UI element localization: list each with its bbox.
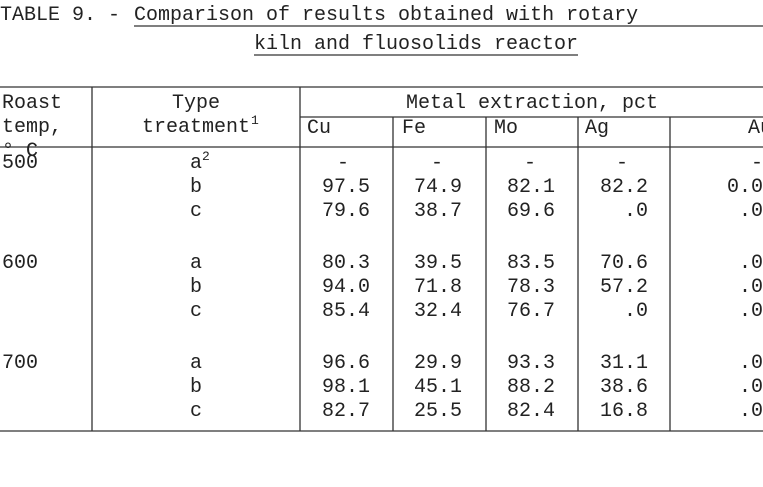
- value-cell: 38.6: [600, 376, 648, 399]
- value-cell: 97.5: [322, 176, 370, 199]
- metal-header: Mo: [494, 117, 518, 140]
- value-cell: -: [751, 152, 763, 175]
- value-cell: 96.6: [322, 352, 370, 375]
- type-cell: b: [190, 276, 202, 299]
- value-cell: .0: [624, 300, 648, 323]
- value-cell: 82.7: [322, 400, 370, 423]
- value-cell: 25.5: [414, 400, 462, 423]
- value-cell: 98.1: [322, 376, 370, 399]
- value-cell: 93.3: [507, 352, 555, 375]
- value-cell: 94.0: [322, 276, 370, 299]
- header-cell: treatment: [142, 116, 250, 139]
- value-cell: 71.8: [414, 276, 462, 299]
- value-cell: -: [337, 152, 349, 175]
- footnote-marker: 2: [202, 149, 210, 164]
- type-cell: b: [190, 376, 202, 399]
- value-cell: 82.2: [600, 176, 648, 199]
- value-cell: 78.3: [507, 276, 555, 299]
- header-cell: ° C: [2, 140, 38, 163]
- group-header: Metal extraction, pct: [406, 92, 658, 115]
- value-cell: 39.5: [414, 252, 462, 275]
- value-cell: .0: [739, 376, 763, 399]
- value-cell: 88.2: [507, 376, 555, 399]
- value-cell: 85.4: [322, 300, 370, 323]
- value-cell: 31.1: [600, 352, 648, 375]
- value-cell: 38.7: [414, 200, 462, 223]
- type-cell: c: [190, 400, 202, 423]
- type-cell: a: [190, 252, 202, 275]
- temp-cell: 700: [2, 352, 38, 375]
- value-cell: 57.2: [600, 276, 648, 299]
- value-cell: .0: [739, 400, 763, 423]
- value-cell: 29.9: [414, 352, 462, 375]
- value-cell: 32.4: [414, 300, 462, 323]
- type-cell: c: [190, 200, 202, 223]
- value-cell: .0: [739, 352, 763, 375]
- value-cell: .0: [624, 200, 648, 223]
- table-label: TABLE 9. -: [0, 4, 120, 27]
- metal-header: Ag: [585, 117, 609, 140]
- metal-header: Au: [748, 117, 763, 140]
- value-cell: -: [431, 152, 443, 175]
- title-line: Comparison of results obtained with rota…: [134, 4, 638, 27]
- header-cell: Roast: [2, 92, 62, 115]
- value-cell: .0: [739, 276, 763, 299]
- value-cell: 74.9: [414, 176, 462, 199]
- metal-header: Cu: [307, 117, 331, 140]
- value-cell: 70.6: [600, 252, 648, 275]
- value-cell: 80.3: [322, 252, 370, 275]
- value-cell: .0: [739, 300, 763, 323]
- value-cell: -: [616, 152, 628, 175]
- value-cell: 0.0: [727, 176, 763, 199]
- value-cell: 82.4: [507, 400, 555, 423]
- value-cell: 82.1: [507, 176, 555, 199]
- header-cell: temp,: [2, 116, 62, 139]
- value-cell: 76.7: [507, 300, 555, 323]
- value-cell: .0: [739, 252, 763, 275]
- type-cell: a: [190, 152, 202, 175]
- value-cell: 79.6: [322, 200, 370, 223]
- value-cell: -: [524, 152, 536, 175]
- metal-header: Fe: [402, 117, 426, 140]
- header-cell: Type: [172, 92, 220, 115]
- temp-cell: 500: [2, 152, 38, 175]
- value-cell: 69.6: [507, 200, 555, 223]
- type-cell: b: [190, 176, 202, 199]
- footnote-marker: 1: [251, 113, 259, 128]
- temp-cell: 600: [2, 252, 38, 275]
- type-cell: a: [190, 352, 202, 375]
- value-cell: 16.8: [600, 400, 648, 423]
- value-cell: 45.1: [414, 376, 462, 399]
- value-cell: 83.5: [507, 252, 555, 275]
- title-line: kiln and fluosolids reactor: [254, 33, 578, 56]
- type-cell: c: [190, 300, 202, 323]
- value-cell: .0: [739, 200, 763, 223]
